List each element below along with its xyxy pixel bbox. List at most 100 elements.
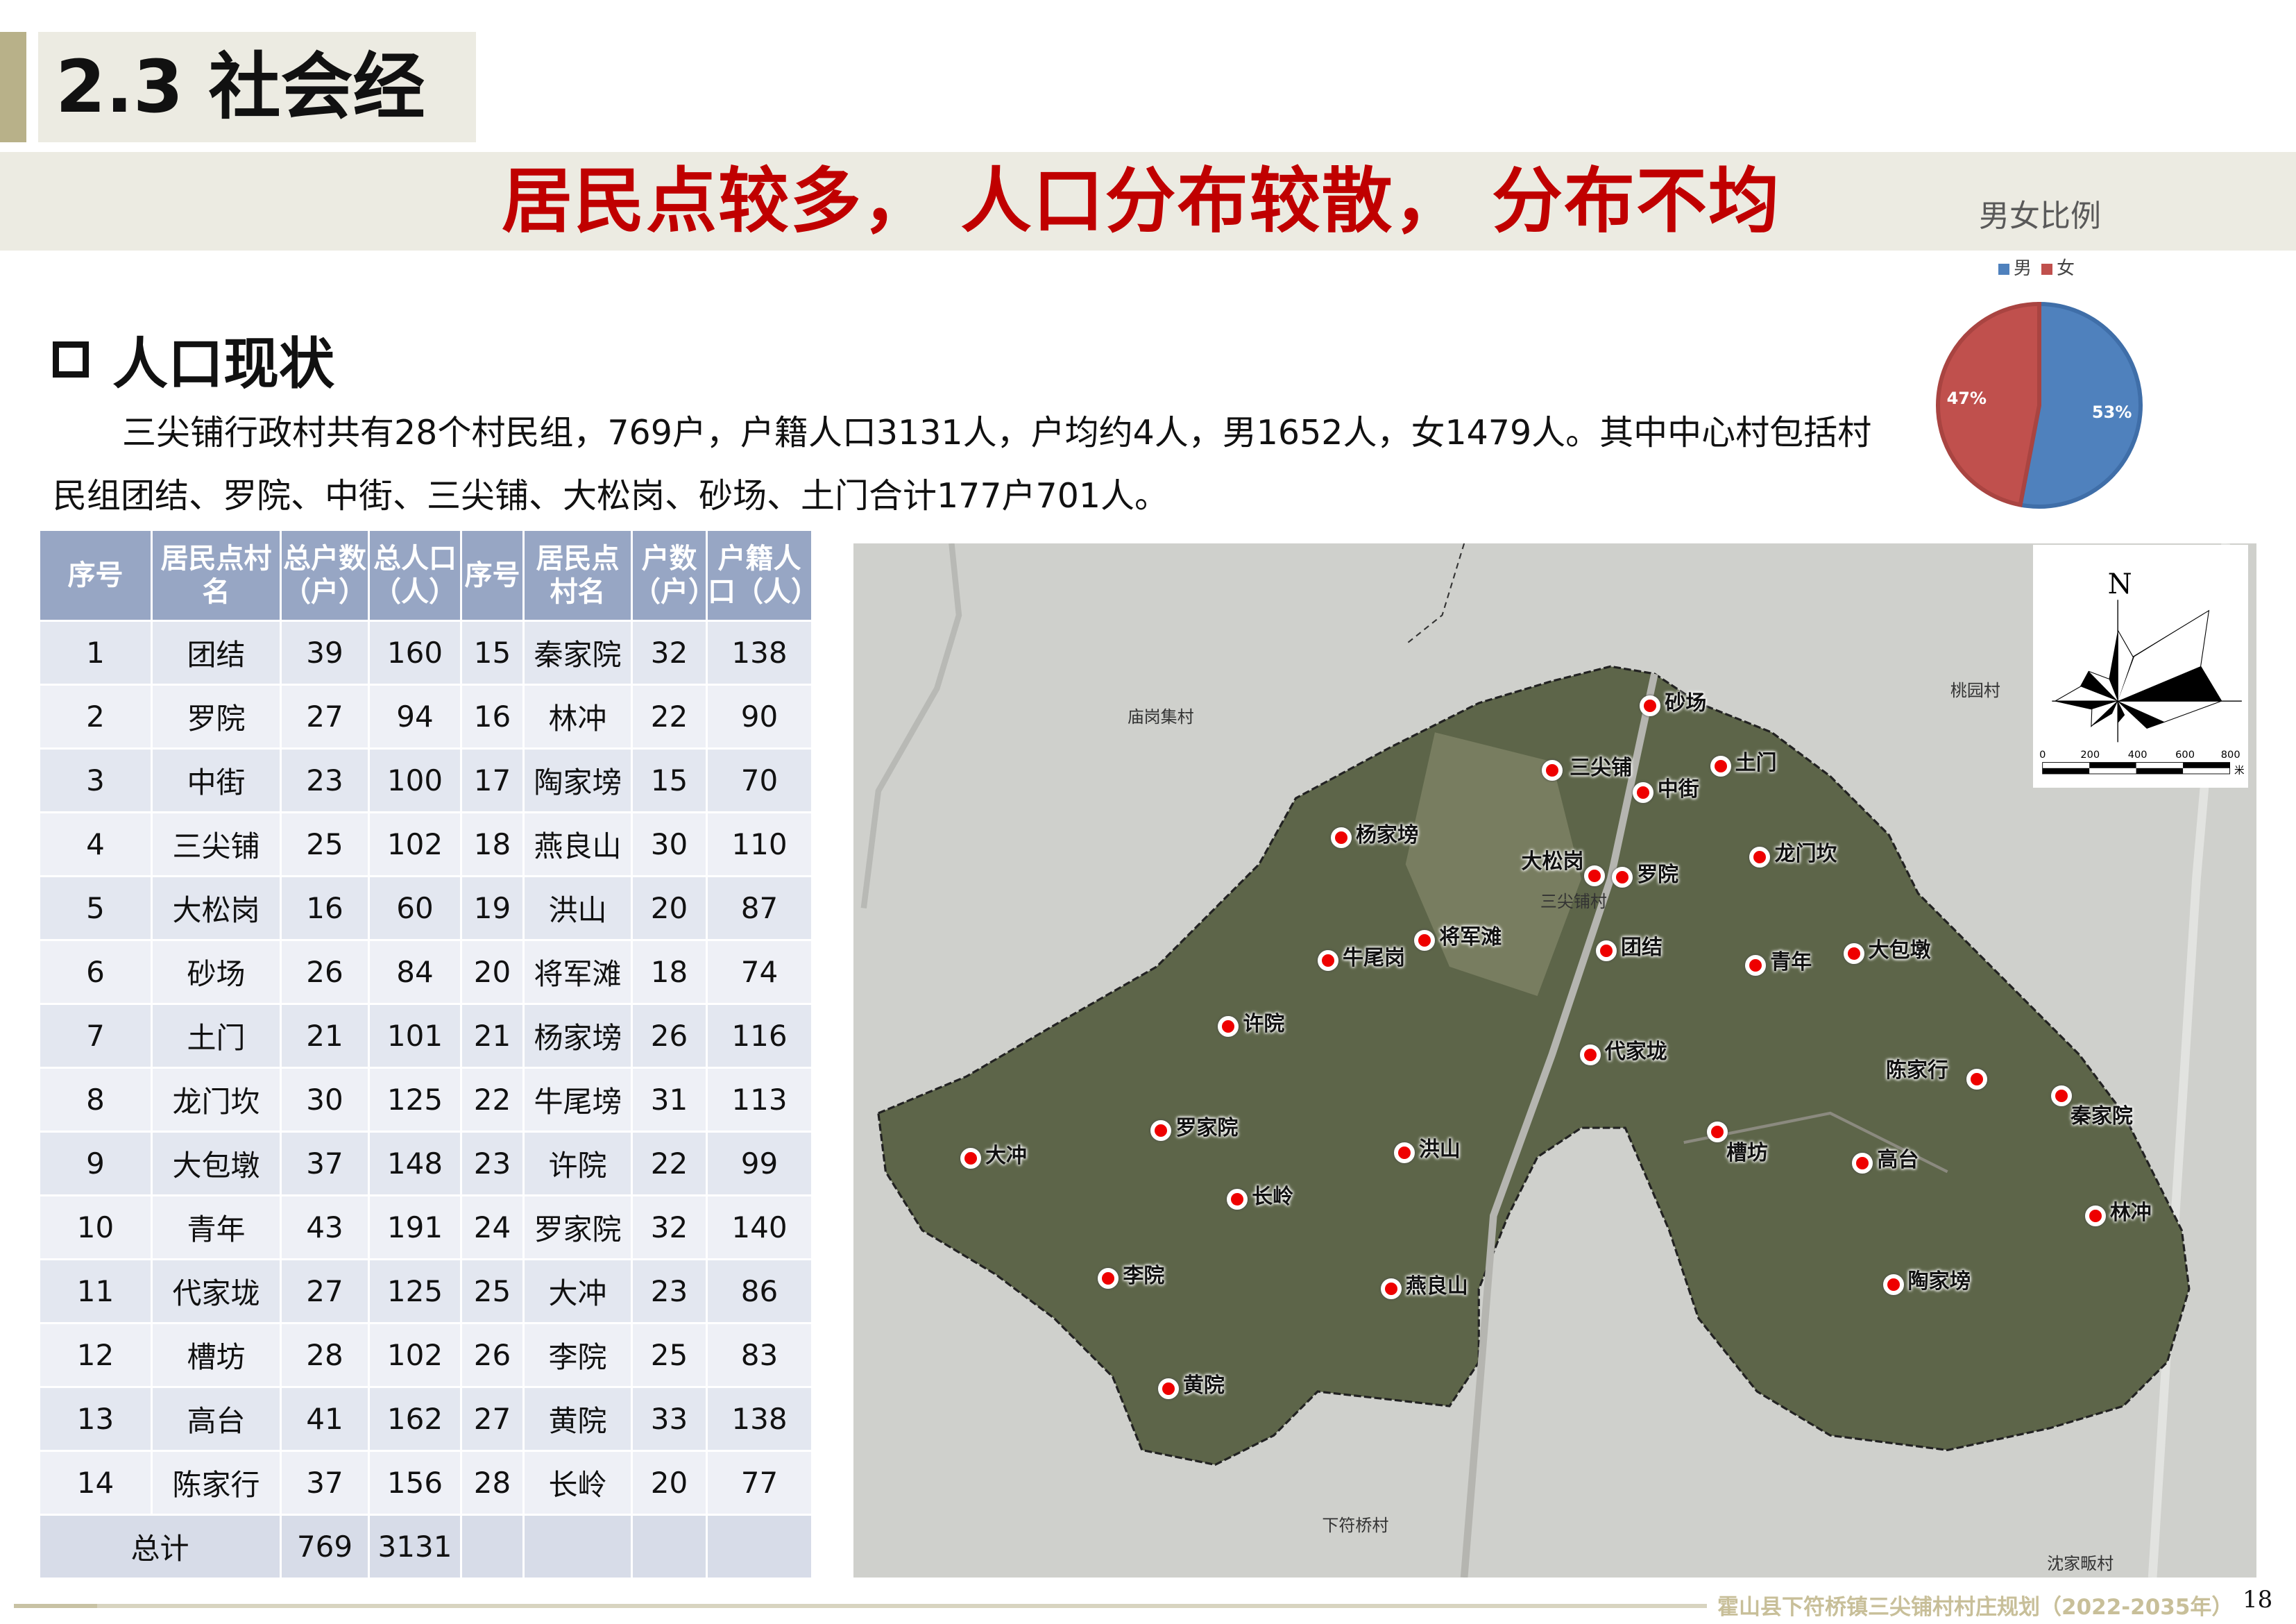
village-label: 洪山 — [1418, 1137, 1461, 1162]
table-row: 7 土门 21 101 21 杨家塝 26 116 — [38, 1003, 813, 1069]
pie-chart-title: 男女比例 — [1979, 198, 2101, 234]
village-label: 长岭 — [1252, 1184, 1294, 1209]
table-cell: 20 — [631, 875, 708, 941]
table-cell: 102 — [368, 1322, 462, 1388]
table-cell: 林冲 — [522, 684, 633, 750]
table-cell: 99 — [706, 1131, 813, 1196]
column-header: 居民点村名 — [151, 529, 282, 622]
table-row: 3 中街 23 100 17 陶家塝 15 70 — [38, 747, 813, 813]
scale-tick: 0 — [2039, 749, 2046, 761]
table-cell: 6 — [38, 939, 153, 1005]
table-cell: 2 — [38, 684, 153, 750]
table-cell: 5 — [38, 875, 153, 941]
table-cell: 罗家院 — [522, 1194, 633, 1260]
village-marker — [1393, 1142, 1415, 1163]
table-cell: 33 — [631, 1386, 708, 1452]
table-cell: 110 — [706, 811, 813, 877]
table-cell: 94 — [368, 684, 462, 750]
table-cell: 90 — [706, 684, 813, 750]
table-cell: 燕良山 — [522, 811, 633, 877]
table-cell: 15 — [631, 747, 708, 813]
table-cell: 25 — [280, 811, 370, 877]
total-cell: 769 — [280, 1514, 370, 1580]
legend-item-female: 女 — [2041, 254, 2075, 280]
table-cell: 26 — [280, 939, 370, 1005]
village-marker — [1157, 1378, 1179, 1399]
village-marker — [1882, 1274, 1904, 1295]
neighbor-village-label: 桃园村 — [1950, 681, 2000, 701]
table-cell: 27 — [280, 684, 370, 750]
table-cell: 20 — [631, 1450, 708, 1516]
table-row: 14 陈家行 37 156 28 长岭 20 77 — [38, 1450, 813, 1516]
table-cell: 大包墩 — [151, 1131, 282, 1196]
village-label: 大松岗 — [1521, 849, 1584, 874]
scale-unit: 米 — [2234, 765, 2245, 777]
village-marker — [2051, 1085, 2073, 1106]
village-marker — [960, 1148, 981, 1169]
village-label: 秦家院 — [2070, 1103, 2133, 1128]
total-cell: 3131 — [368, 1514, 462, 1580]
village-marker — [1414, 929, 1436, 951]
village-label: 牛尾岗 — [1342, 945, 1405, 970]
village-label: 陈家行 — [1886, 1058, 1948, 1083]
table-cell: 37 — [280, 1131, 370, 1196]
table-cell: 23 — [631, 1258, 708, 1324]
square-bullet-icon — [53, 341, 89, 378]
village-marker — [1632, 781, 1653, 803]
village-label: 林冲 — [2109, 1201, 2152, 1226]
village-label: 杨家塝 — [1355, 822, 1418, 847]
legend-item-male: 男 — [1998, 254, 2032, 280]
table-row: 11 代家垅 27 125 25 大冲 23 86 — [38, 1258, 813, 1324]
table-cell: 86 — [706, 1258, 813, 1324]
table-cell: 团结 — [151, 620, 282, 686]
table-cell: 125 — [368, 1258, 462, 1324]
table-cell: 23 — [280, 747, 370, 813]
table-cell: 14 — [38, 1450, 153, 1516]
table-row: 1 团结 39 160 15 秦家院 32 138 — [38, 620, 813, 686]
map-base — [853, 543, 2256, 1578]
compass-and-scale: N 0 200 400 600 800 米 — [2033, 545, 2248, 788]
table-cell: 32 — [631, 1194, 708, 1260]
village-label: 砂场 — [1665, 691, 1707, 716]
village-label: 李院 — [1123, 1263, 1165, 1288]
table-cell: 罗院 — [151, 684, 282, 750]
village-marker — [1579, 1044, 1601, 1065]
page-title: 2.3 社会经济 — [38, 32, 476, 239]
village-marker — [1330, 827, 1352, 849]
pie-legend: 男 女 — [1998, 254, 2075, 280]
village-label: 龙门坎 — [1774, 842, 1837, 867]
village-marker — [1749, 846, 1771, 868]
village-label: 代家垅 — [1604, 1040, 1667, 1064]
total-cell — [706, 1514, 813, 1580]
slogan-banner — [0, 152, 2296, 251]
table-cell: 140 — [706, 1194, 813, 1260]
table-cell: 9 — [38, 1131, 153, 1196]
village-marker — [1843, 942, 1864, 964]
table-cell: 113 — [706, 1067, 813, 1133]
table-cell: 25 — [460, 1258, 525, 1324]
table-cell: 洪山 — [522, 875, 633, 941]
table-cell: 16 — [460, 684, 525, 750]
table-cell: 37 — [280, 1450, 370, 1516]
table-cell: 土门 — [151, 1003, 282, 1069]
table-row: 4 三尖铺 25 102 18 燕良山 30 110 — [38, 811, 813, 877]
village-marker — [1541, 760, 1563, 781]
table-cell: 高台 — [151, 1386, 282, 1452]
table-cell: 槽坊 — [151, 1322, 282, 1388]
table-cell: 28 — [280, 1322, 370, 1388]
table-cell: 1 — [38, 620, 153, 686]
table-cell: 13 — [38, 1386, 153, 1452]
table-cell: 27 — [280, 1258, 370, 1324]
table-cell: 大冲 — [522, 1258, 633, 1324]
village-label: 许院 — [1243, 1011, 1285, 1036]
neighbor-village-label: 三尖铺村 — [1540, 891, 1607, 911]
table-cell: 19 — [460, 875, 525, 941]
neighbor-village-label: 下符桥村 — [1322, 1516, 1389, 1536]
village-label: 罗家院 — [1175, 1115, 1239, 1140]
table-cell: 23 — [460, 1131, 525, 1196]
table-cell: 陶家塝 — [522, 747, 633, 813]
village-marker — [1218, 1016, 1239, 1038]
village-marker — [1226, 1189, 1248, 1210]
table-cell: 3 — [38, 747, 153, 813]
village-marker — [1595, 940, 1617, 961]
